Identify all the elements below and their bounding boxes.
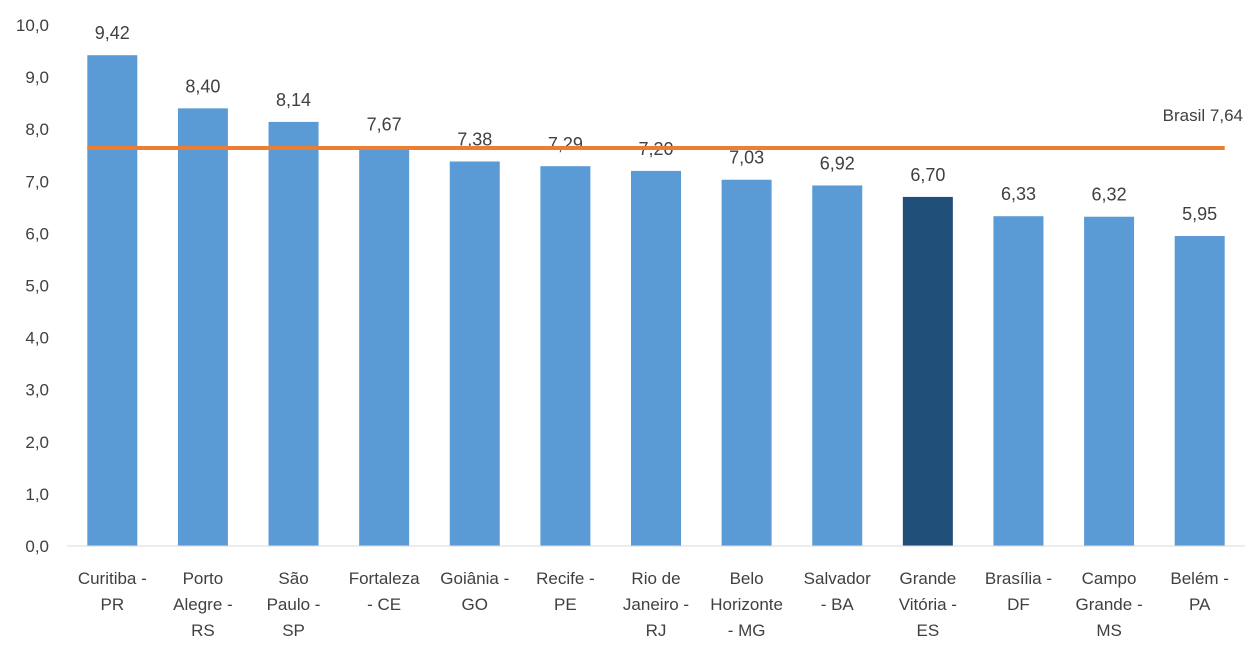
bar <box>268 121 319 546</box>
data-label: 7,03 <box>729 148 764 168</box>
reference-line-label: Brasil 7,64 <box>1163 106 1243 125</box>
y-tick-label: 1,0 <box>25 485 49 504</box>
data-label: 7,38 <box>457 130 492 150</box>
category-label: Salvador - BA <box>804 569 871 614</box>
category-label: Goiânia - GO <box>440 569 509 614</box>
category-label-line: Janeiro - <box>623 595 689 614</box>
category-label: Campo Grande - MS <box>1076 569 1143 640</box>
category-label: Rio de Janeiro - RJ <box>623 569 689 640</box>
category-label-line: GO <box>462 595 488 614</box>
bar <box>631 170 681 546</box>
category-label-line: MS <box>1096 621 1122 640</box>
bar-highlighted <box>902 196 953 546</box>
y-tick-label: 7,0 <box>25 172 49 191</box>
category-label: Fortaleza - CE <box>349 569 420 614</box>
category-label-line: Fortaleza <box>349 569 420 588</box>
category-label-line: SP <box>282 621 305 640</box>
category-label: Porto Alegre - RS <box>173 569 233 640</box>
category-label-line: - MG <box>728 621 766 640</box>
bar <box>1084 216 1135 546</box>
data-label: 5,95 <box>1182 204 1217 224</box>
category-label: Grande Vitória - ES <box>899 569 957 640</box>
category-label-line: Horizonte <box>710 595 783 614</box>
category-label-line: PR <box>100 595 124 614</box>
category-label-line: - CE <box>367 595 401 614</box>
x-axis: Curitiba - PR Porto Alegre - RS São Paulo - SP F… <box>67 545 1245 640</box>
category-label-line: Salvador <box>804 569 871 588</box>
category-label: Belém - PA <box>1170 569 1229 614</box>
bar <box>177 108 228 547</box>
category-label-line: DF <box>1007 595 1030 614</box>
data-label: 8,14 <box>276 90 311 110</box>
bar <box>721 179 772 546</box>
y-tick-label: 10,0 <box>16 16 49 35</box>
category-label: Recife - PE <box>536 569 595 614</box>
category-label-line: Recife - <box>536 569 595 588</box>
category-label: Belo Horizonte - MG <box>710 569 783 640</box>
y-tick-label: 3,0 <box>25 381 49 400</box>
category-label-line: Paulo - <box>267 595 321 614</box>
category-label-line: Vitória - <box>899 595 957 614</box>
category-label: Brasília - DF <box>985 569 1052 614</box>
data-label: 7,67 <box>367 114 402 134</box>
category-label: São Paulo - SP <box>267 569 321 640</box>
category-label-line: Rio de <box>631 569 680 588</box>
y-tick-label: 0,0 <box>25 537 49 556</box>
bar <box>449 161 500 546</box>
category-label-line: Belém - <box>1170 569 1229 588</box>
category-label-line: Campo <box>1082 569 1137 588</box>
y-tick-label: 6,0 <box>25 224 49 243</box>
data-label: 6,33 <box>1001 184 1036 204</box>
bar <box>87 55 138 547</box>
category-label-line: São <box>278 569 308 588</box>
y-tick-label: 5,0 <box>25 277 49 296</box>
data-label: 6,32 <box>1092 185 1127 205</box>
bar <box>359 146 410 546</box>
category-label: Curitiba - PR <box>78 569 147 614</box>
bar <box>540 166 591 547</box>
category-label-line: - BA <box>821 595 855 614</box>
y-tick-label: 4,0 <box>25 329 49 348</box>
data-label: 7,29 <box>548 134 583 154</box>
bar <box>1174 236 1225 546</box>
category-label-line: RS <box>191 621 215 640</box>
category-label-line: Goiânia - <box>440 569 509 588</box>
category-label-line: Brasília - <box>985 569 1052 588</box>
bar-series <box>87 55 1225 547</box>
category-label-line: Belo <box>730 569 764 588</box>
y-tick-label: 2,0 <box>25 433 49 452</box>
bar <box>812 185 863 546</box>
data-label: 6,70 <box>910 165 945 185</box>
y-tick-label: 8,0 <box>25 120 49 139</box>
reference-line-group: Brasil 7,64 <box>87 106 1243 150</box>
category-label-line: Curitiba - <box>78 569 147 588</box>
category-label-line: Grande <box>899 569 956 588</box>
category-label-line: RJ <box>646 621 667 640</box>
category-label-line: PE <box>554 595 577 614</box>
data-label: 8,40 <box>185 76 220 96</box>
category-label-line: PA <box>1189 595 1211 614</box>
category-label-line: ES <box>917 621 940 640</box>
data-label: 6,92 <box>820 153 855 173</box>
y-axis: 0,0 1,0 2,0 3,0 4,0 5,0 6,0 7,0 8,0 9,0 10,0 <box>16 16 49 556</box>
bar <box>993 216 1044 546</box>
data-label: 9,42 <box>95 23 130 43</box>
category-label-line: Alegre - <box>173 595 233 614</box>
category-label-line: Porto <box>183 569 224 588</box>
category-label-line: Grande - <box>1076 595 1143 614</box>
y-tick-label: 9,0 <box>25 68 49 87</box>
